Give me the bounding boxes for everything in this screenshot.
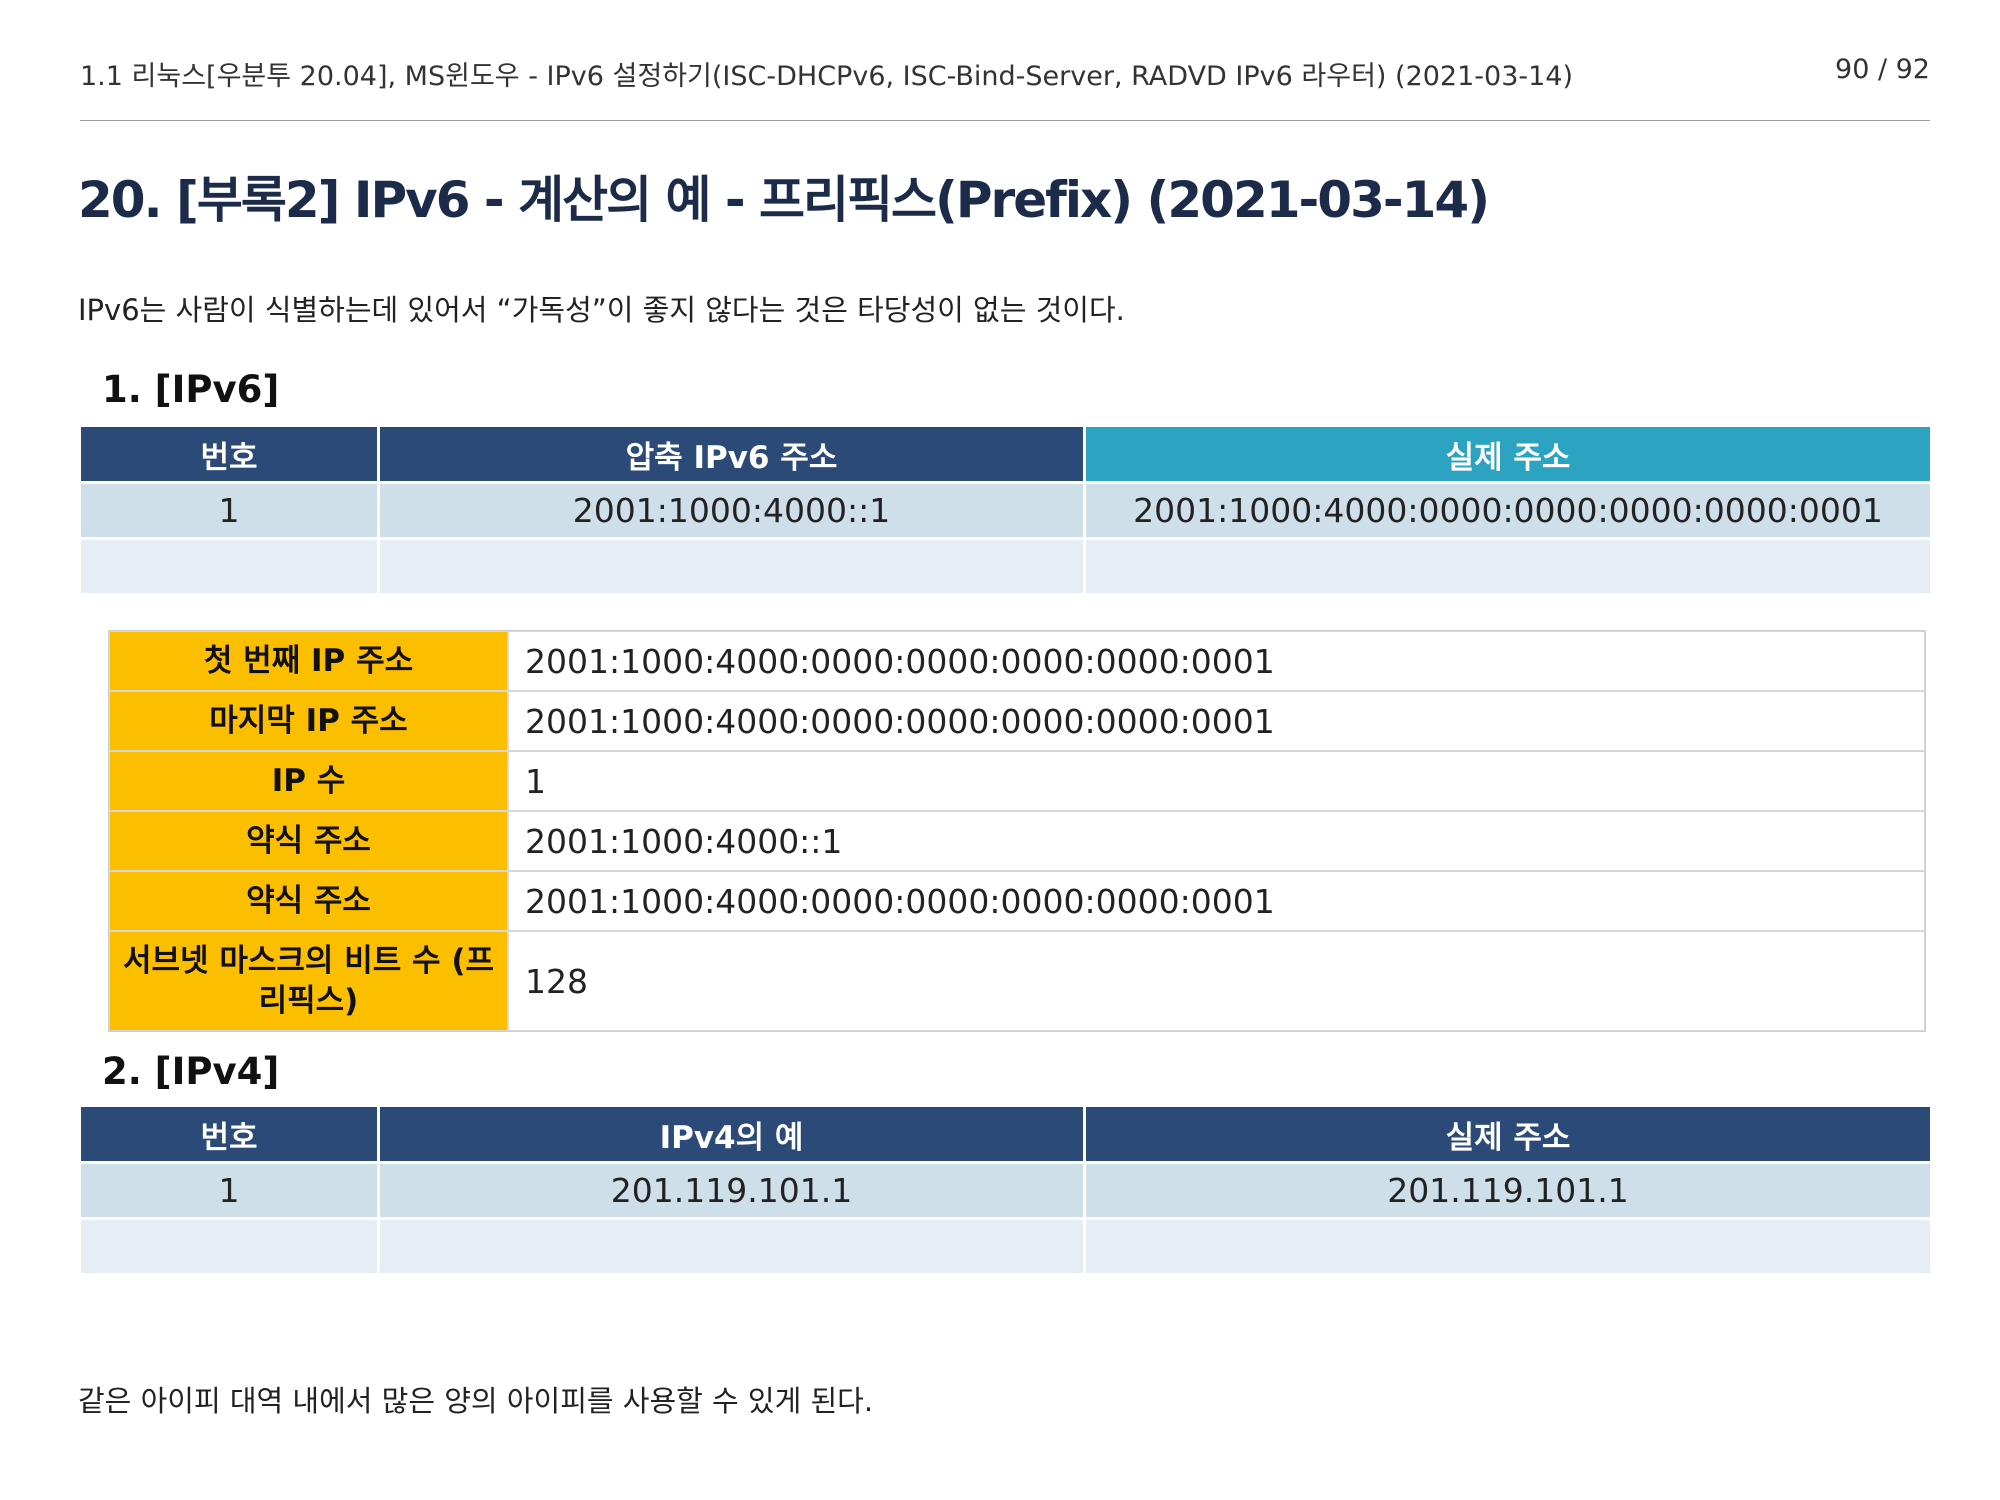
info-row: 서브넷 마스크의 비트 수 (프리픽스) 128 [109,931,1925,1031]
table-cell [380,1220,1083,1273]
column-header: 번호 [81,427,377,481]
table-cell [81,540,377,593]
subsection-title-ipv6: 1. [IPv6] [102,368,280,411]
info-label: IP 수 [109,751,508,811]
info-value: 128 [508,931,1925,1031]
column-header: IPv4의 예 [380,1107,1083,1161]
info-label: 첫 번째 IP 주소 [109,631,508,691]
info-label: 서브넷 마스크의 비트 수 (프리픽스) [109,931,508,1031]
table-row: 1 201.119.101.1 201.119.101.1 [81,1164,1930,1217]
info-row: 마지막 IP 주소 2001:1000:4000:0000:0000:0000:… [109,691,1925,751]
intro-paragraph: IPv6는 사람이 식별하는데 있어서 “가독성”이 좋지 않다는 것은 타당성… [78,293,1125,327]
table-header-row: 번호 IPv4의 예 실제 주소 [81,1107,1930,1161]
table-cell [81,1220,377,1273]
section-heading: 20. [부록2] IPv6 - 계산의 예 - 프리픽스(Prefix) (2… [78,171,1490,229]
table-cell: 1 [81,484,377,537]
table-header-row: 번호 압축 IPv6 주소 실제 주소 [81,427,1930,481]
info-value: 2001:1000:4000:0000:0000:0000:0000:0001 [508,691,1925,751]
info-value: 1 [508,751,1925,811]
table-row [81,540,1930,593]
table-cell [1086,1220,1930,1273]
table-cell: 2001:1000:4000::1 [380,484,1083,537]
page-number: 90 / 92 [1835,54,1930,85]
ip-info-table: 첫 번째 IP 주소 2001:1000:4000:0000:0000:0000… [108,630,1926,1032]
column-header: 실제 주소 [1086,1107,1930,1161]
info-label: 약식 주소 [109,811,508,871]
table-cell: 2001:1000:4000:0000:0000:0000:0000:0001 [1086,484,1930,537]
table-row: 1 2001:1000:4000::1 2001:1000:4000:0000:… [81,484,1930,537]
info-label: 마지막 IP 주소 [109,691,508,751]
table-cell: 201.119.101.1 [1086,1164,1930,1217]
info-row: IP 수 1 [109,751,1925,811]
column-header: 실제 주소 [1086,427,1930,481]
table-cell: 201.119.101.1 [380,1164,1083,1217]
info-value: 2001:1000:4000::1 [508,811,1925,871]
info-value: 2001:1000:4000:0000:0000:0000:0000:0001 [508,631,1925,691]
info-value: 2001:1000:4000:0000:0000:0000:0000:0001 [508,871,1925,931]
info-row: 약식 주소 2001:1000:4000::1 [109,811,1925,871]
table-row [81,1220,1930,1273]
table-cell [380,540,1083,593]
column-header: 번호 [81,1107,377,1161]
document-title: 1.1 리눅스[우분투 20.04], MS윈도우 - IPv6 설정하기(IS… [80,61,1574,92]
ipv6-table: 번호 압축 IPv6 주소 실제 주소 1 2001:1000:4000::1 … [78,424,1933,596]
table-cell: 1 [81,1164,377,1217]
ipv4-table: 번호 IPv4의 예 실제 주소 1 201.119.101.1 201.119… [78,1104,1933,1276]
page-header: 1.1 리눅스[우분투 20.04], MS윈도우 - IPv6 설정하기(IS… [80,50,1930,121]
info-row: 첫 번째 IP 주소 2001:1000:4000:0000:0000:0000… [109,631,1925,691]
column-header: 압축 IPv6 주소 [380,427,1083,481]
subsection-title-ipv4: 2. [IPv4] [102,1050,280,1093]
info-row: 약식 주소 2001:1000:4000:0000:0000:0000:0000… [109,871,1925,931]
outro-paragraph: 같은 아이피 대역 내에서 많은 양의 아이피를 사용할 수 있게 된다. [78,1384,874,1418]
info-label: 약식 주소 [109,871,508,931]
table-cell [1086,540,1930,593]
